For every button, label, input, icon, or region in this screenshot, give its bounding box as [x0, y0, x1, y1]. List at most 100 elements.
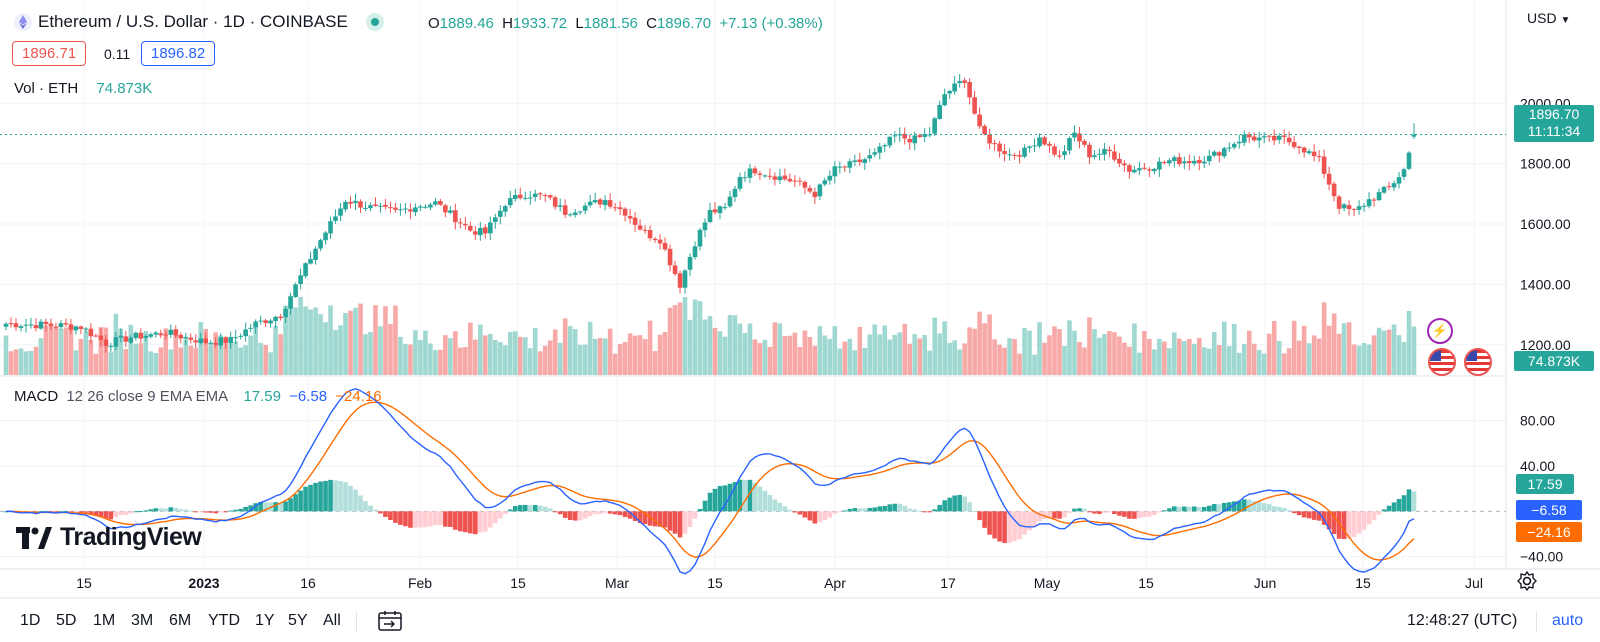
macd-histogram-bar	[547, 508, 553, 512]
candle-body	[108, 345, 114, 347]
candle-body	[1062, 151, 1067, 156]
candle-body	[1361, 205, 1367, 207]
volume-bar	[502, 345, 508, 375]
timeframe-5y[interactable]: 5Y	[288, 612, 308, 629]
macd-histogram-bar	[138, 511, 144, 513]
volume-bar	[1251, 343, 1257, 375]
volume-bar	[597, 337, 603, 375]
macd-histogram-bar	[942, 500, 947, 512]
macd-histogram-bar	[1336, 511, 1342, 539]
volume-bar	[792, 332, 798, 375]
candles	[0, 74, 1506, 354]
utc-clock[interactable]: 12:48:27 (UTC)	[1407, 612, 1518, 629]
macd-histogram-bar	[612, 511, 618, 515]
timeframe-6m[interactable]: 6M	[169, 612, 192, 629]
candle-body	[1127, 165, 1132, 172]
candle-body	[722, 207, 728, 209]
candle-body	[208, 342, 214, 344]
candle-body	[602, 199, 608, 206]
lightning-icon[interactable]: ⚡	[1427, 318, 1453, 344]
volume-bar	[368, 332, 373, 375]
timeframe-all[interactable]: All	[323, 612, 341, 629]
timeframe-1m[interactable]: 1M	[93, 612, 116, 629]
macd-histogram-bar	[1271, 506, 1277, 512]
candle-body	[612, 207, 618, 209]
timeframe-1y[interactable]: 1Y	[255, 612, 275, 629]
macd-histogram-bar	[163, 508, 169, 512]
volume-bar	[443, 335, 448, 375]
brand-name: TradingView	[60, 523, 202, 551]
macd-histogram-bar	[662, 511, 668, 528]
volume-bar	[882, 325, 888, 375]
macd-histogram-bar	[483, 511, 488, 532]
macd-signal-line	[6, 401, 1415, 561]
candle-body	[253, 321, 258, 328]
volume-bar	[852, 350, 858, 375]
volume-bar	[458, 347, 463, 375]
macd-histogram-bar	[667, 511, 673, 531]
currency-selector[interactable]: USD ▼	[1527, 10, 1570, 26]
us-flag-icon[interactable]	[1428, 348, 1456, 376]
time-tick-label: Apr	[824, 575, 846, 591]
candle-body	[188, 337, 194, 340]
calendar-range-icon[interactable]	[378, 610, 402, 632]
tradingview-logo[interactable]: TradingView	[16, 523, 202, 552]
macd-histogram-bar	[293, 494, 298, 512]
macd-histogram-bar	[1057, 511, 1062, 519]
macd-line-tag: −6.58	[1516, 500, 1582, 520]
timeframe-ytd[interactable]: YTD	[208, 612, 240, 629]
candle-body	[413, 207, 418, 213]
volume-bar	[1336, 333, 1342, 375]
volume-bar	[872, 324, 878, 375]
volume-bar	[812, 345, 818, 375]
auto-scale-button[interactable]: auto	[1552, 612, 1584, 629]
volume-bar	[38, 338, 44, 375]
volume-bar	[293, 307, 298, 375]
macd-histogram-bar	[527, 505, 533, 512]
candle-body	[1187, 161, 1192, 163]
timeframe-5d[interactable]: 5D	[56, 612, 77, 629]
volume-bar	[278, 334, 283, 375]
macd-histogram-bar	[1077, 508, 1082, 512]
macd-histogram-bar	[1321, 511, 1327, 525]
candle-body	[1376, 192, 1382, 201]
volume-bar	[562, 318, 568, 375]
candle-body	[667, 248, 673, 266]
volume-bar	[333, 329, 338, 375]
candle-body	[193, 340, 199, 343]
macd-histogram-bar	[952, 495, 957, 512]
macd-histogram-bar	[68, 511, 74, 513]
buy-button[interactable]: 1896.82	[141, 41, 216, 66]
volume-bar	[343, 312, 348, 375]
candle-body	[1102, 149, 1107, 155]
volume-bar	[23, 351, 29, 375]
candle-body	[458, 222, 463, 224]
volume-bar	[1256, 350, 1262, 375]
candle-body	[572, 212, 578, 215]
us-flag-icon[interactable]	[1464, 348, 1492, 376]
candle-body	[1321, 156, 1327, 174]
candle-body	[932, 118, 937, 134]
symbol-header[interactable]: Ethereum / U.S. Dollar · 1D · COINBASE	[14, 12, 384, 32]
timeframe-1d[interactable]: 1D	[20, 612, 41, 629]
macd-histogram-bar	[453, 511, 458, 530]
sell-button[interactable]: 1896.71	[12, 41, 87, 66]
volume-bar	[1216, 345, 1222, 375]
candle-body	[872, 152, 878, 155]
gear-icon[interactable]	[1516, 570, 1538, 592]
volume-bar	[1226, 346, 1232, 375]
volume-bar	[198, 322, 204, 375]
volume-bar	[1172, 332, 1177, 375]
candle-body	[812, 191, 818, 198]
macd-histogram-bar	[403, 511, 408, 527]
macd-histogram-bar	[463, 511, 468, 533]
volume-bar	[1331, 313, 1337, 375]
macd-histogram-bar	[497, 511, 503, 519]
timeframe-3m[interactable]: 3M	[131, 612, 154, 629]
candle-body	[767, 175, 773, 177]
macd-histogram-bar	[258, 502, 263, 512]
macd-histogram-bar	[178, 509, 184, 512]
candle-body	[173, 329, 179, 336]
macd-histogram-bar	[1042, 511, 1047, 520]
